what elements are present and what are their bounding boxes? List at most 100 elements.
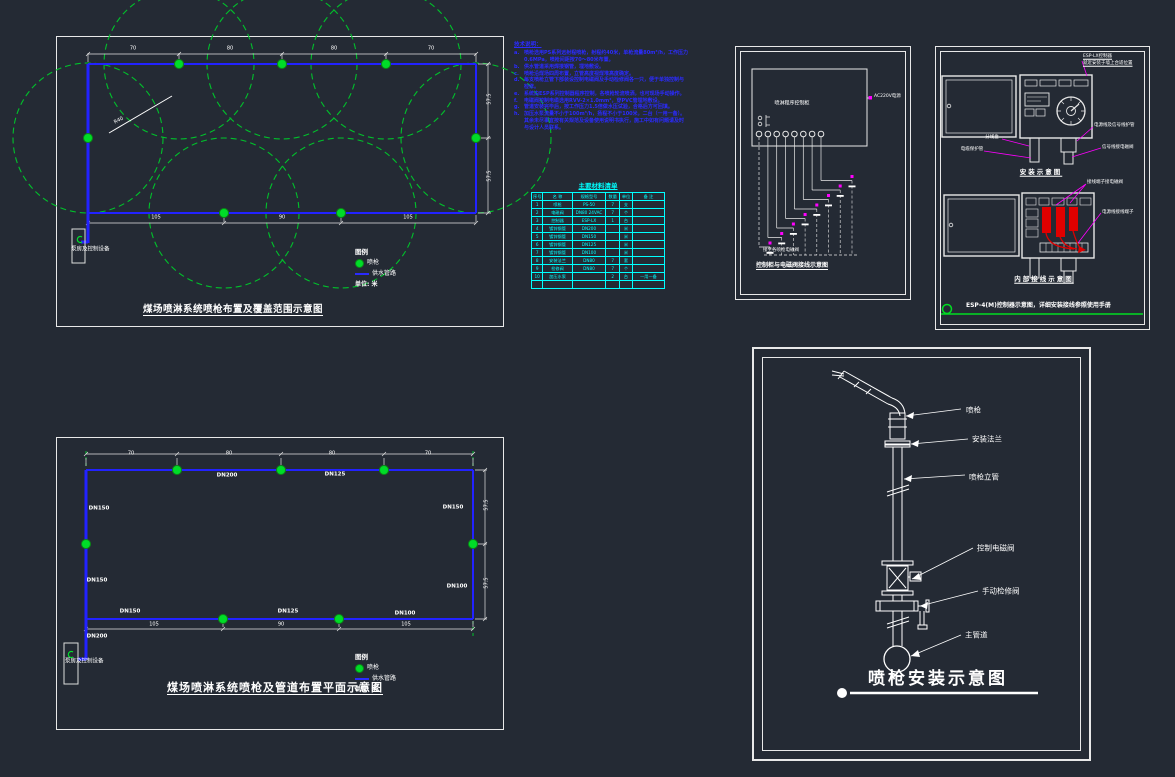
note-item: b. 供水管道采用焊接钢管，埋地敷设。 — [514, 63, 605, 70]
drawing-label: DN200 — [86, 633, 108, 640]
drawing-label: DN100 — [446, 583, 468, 590]
drawing-label: 就近安装于墙上合适位置 — [1083, 60, 1133, 66]
legend-title: 图例 — [355, 248, 368, 256]
wiring-panel: 喷淋程序控制柜 AC220V电源 接至各喷枪电磁阀 控制柜与电磁阀接线示意图 — [735, 46, 911, 300]
drawing-label: 105 — [401, 621, 411, 628]
drawing-label: DN150 — [119, 608, 141, 615]
controller-terminal-body — [1021, 192, 1095, 259]
notes-title: 技术说明： — [514, 42, 542, 48]
drawing-label: 80 — [225, 450, 233, 457]
pump-house-box — [71, 228, 86, 264]
controller-drawing — [941, 60, 1143, 315]
piping-plan-labels: 70 80 80 70 105 90 105 57.5 57.5 DN200 DN125 DN150 D… — [57, 438, 503, 729]
table-row: 5 镀锌钢管 DN150 米 — [530, 232, 666, 241]
legend-gun-label: 喷枪 — [367, 664, 380, 672]
installation-panel: 喷枪 安装法兰 喷枪立管 控制电磁阀 手动检修阀 主管道 喷枪安装示意图 — [752, 347, 1091, 761]
wiring-labels: 喷淋程序控制柜 AC220V电源 接至各喷枪电磁阀 控制柜与电磁阀接线示意图 — [736, 47, 910, 299]
left-conduit — [1029, 137, 1040, 163]
materials-table-block: 主要材料清单 序号名 称规格型号 数量 单位备 注 1 喷枪 PS-50 7 支 2 电磁阀 DN… — [530, 180, 666, 289]
coverage-plan-title: 煤场喷淋系统喷枪布置及覆盖范围示意图 — [143, 304, 324, 315]
table-row: 2 电磁阀 DN80 24VAC 7 个 — [530, 208, 666, 217]
solenoid-symbols — [766, 185, 856, 254]
title-bullet — [837, 688, 847, 698]
drawing-label: 泵房及控制设备 — [65, 658, 104, 665]
note-item: g. 管道安装完毕后，按工作压力1.5倍做水压试验，合格后方可回填。 — [514, 104, 673, 111]
table-row: 7 镀锌钢管 DN100 米 — [530, 248, 666, 257]
leader-arrows — [903, 408, 979, 657]
pump-symbol — [76, 235, 83, 244]
controller-door-open — [943, 194, 1020, 257]
drawing-label: 安装法兰 — [972, 434, 1002, 444]
drawing-label: 电源线及信号线护管 — [1094, 122, 1135, 128]
gun-legend-icon — [355, 664, 364, 674]
drawing-label: R40 — [113, 115, 125, 126]
drawing-label: 主管道 — [965, 630, 988, 640]
controller-panel-inner-border — [940, 51, 1145, 325]
note-item: a. 喷枪选用PS系列远射程喷枪，射程约40米，单枪流量80m³/h，工作压力0.… — [514, 50, 688, 64]
drawing-label: 控制电磁阀 — [977, 543, 1015, 553]
note-item: e. 系统由ESP系列控制器程序控制，各喷枪轮流喷洒，也可现场手动操作。 — [514, 90, 685, 97]
drawing-label: 105 — [403, 214, 413, 221]
drawing-label: ESP-LX控制器 — [1083, 53, 1113, 59]
legend-gun-label: 喷枪 — [367, 259, 380, 267]
leader-lines — [983, 60, 1102, 159]
controller-body — [1019, 74, 1093, 139]
drawing-label: 喷淋程序控制柜 — [774, 100, 810, 107]
table-row: 6 镀锌钢管 DN125 米 — [530, 240, 666, 249]
drawing-label: 分线盒 — [985, 134, 999, 140]
drawing-label: 70 — [424, 450, 432, 457]
drawing-label: 信号线接电磁阀 — [1102, 144, 1134, 150]
drawing-label: 控制柜与电磁阀接线示意图 — [755, 262, 829, 269]
drawing-label: ESP-4(M)控制器示意图，详细安装接线参照使用手册 — [966, 302, 1111, 309]
controller-door — [941, 75, 1017, 138]
coverage-radius-line — [108, 95, 173, 134]
drawing-label: 电缆保护管 — [960, 146, 984, 152]
drawing-label: 80 — [330, 45, 338, 52]
table-row: 3 控制器 ESP-LX 1 台 — [530, 216, 666, 225]
pump-symbol — [67, 650, 74, 659]
piping-plan-title: 煤场喷淋系统喷枪及管道布置平面示意图 — [167, 681, 383, 694]
controller-display — [1024, 92, 1050, 107]
valve-dots — [768, 96, 872, 245]
note-item: d. 每支喷枪立管下部装设控制电磁阀及手动检修阀各一只，便于单独控制与检修。 — [514, 77, 685, 91]
table-row: 1 喷枪 PS-50 7 支 — [530, 200, 666, 209]
legend-pipe-label: 供水管路 — [372, 675, 397, 683]
installation-inner-border — [762, 357, 1081, 751]
riser-pipe — [886, 447, 910, 646]
drawing-label: DN150 — [442, 504, 464, 511]
installation-drawing — [831, 370, 1038, 698]
gun-legend-icon — [355, 259, 364, 269]
spray-gun-assembly — [831, 370, 911, 448]
installation-labels: 喷枪 安装法兰 喷枪立管 控制电磁阀 手动检修阀 主管道 — [754, 349, 1089, 759]
materials-header-row: 序号名 称规格型号 数量 单位备 注 — [530, 192, 666, 201]
drawing-label: 喷枪立管 — [969, 472, 999, 482]
control-cabinet-box — [751, 68, 868, 147]
drawing-label: DN125 — [324, 471, 346, 478]
drawing-label: 内部接线示意图 — [1014, 274, 1074, 283]
valve-wiring — [758, 137, 858, 256]
piping-legend: 图例 喷枪 供水管路 单位: 米 — [355, 653, 397, 693]
materials-table: 序号名 称规格型号 数量 单位备 注 1 喷枪 PS-50 7 支 2 电磁阀 DN80 24VA… — [530, 192, 666, 289]
drawing-label: 70 — [129, 45, 137, 52]
coverage-legend: 图例 喷枪 供水管路 单位: 米 — [355, 248, 397, 288]
pipe-legend-icon — [355, 678, 369, 681]
solenoid-valve — [881, 560, 922, 601]
note-item: f. 电磁阀控制电缆选用RVV-2×1.0mm²，穿PVC管埋地敷设。 — [514, 97, 663, 104]
coverage-plan-panel: 70 80 80 70 105 90 105 57.5 57.5 R40 泵房及控制设备 图例 喷枪… — [12, 0, 552, 327]
pipe-legend-icon — [355, 273, 369, 276]
main-pipe-circle — [883, 645, 911, 673]
drawing-label: DN200 — [216, 472, 238, 479]
legend-pipe-label: 供水管路 — [372, 270, 397, 278]
drawing-label: 泵房及控制设备 — [71, 246, 110, 253]
leader-lines-bottom — [1055, 183, 1102, 244]
table-row: 4 镀锌钢管 DN200 米 — [530, 224, 666, 233]
technical-notes: 技术说明： a. 喷枪选用PS系列远射程喷枪，射程约40米，单枪流量80m³/h，… — [514, 42, 688, 131]
drawing-label: 70 — [427, 45, 435, 52]
drawing-label: 70 — [127, 450, 135, 457]
drawing-label: DN150 — [88, 505, 110, 512]
piping-plan-drawing — [63, 451, 488, 685]
materials-rows: 1 喷枪 PS-50 7 支 2 电磁阀 DN80 24VAC 7 个 3 控制器 ESP-LX 1 台 4 镀… — [530, 200, 666, 289]
drawing-label: 接至各喷枪电磁阀 — [763, 247, 799, 253]
coverage-plan-labels: 70 80 80 70 105 90 105 57.5 57.5 R40 泵房及控制设备 — [57, 37, 503, 326]
